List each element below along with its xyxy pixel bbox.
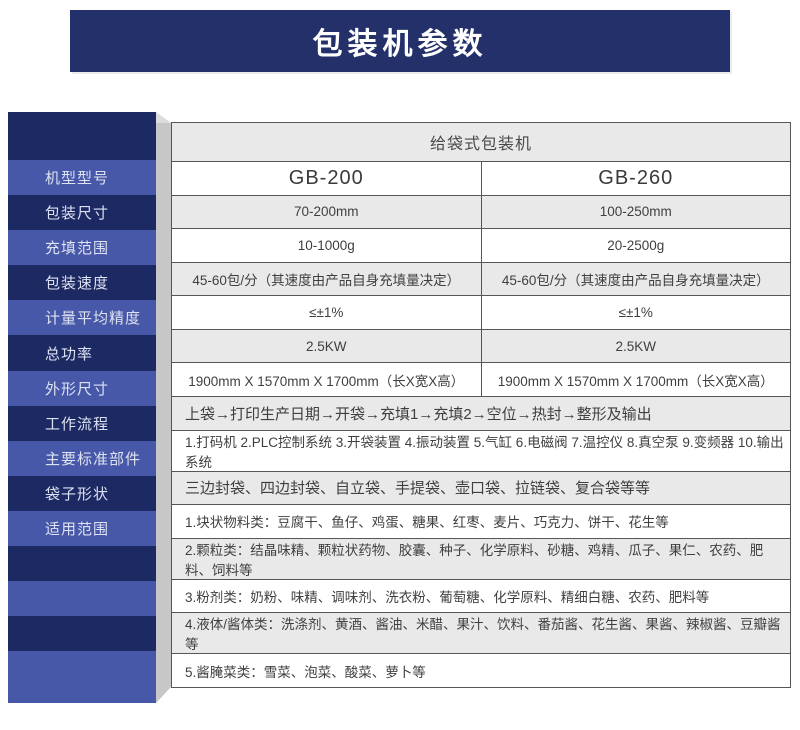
page-title-banner: 包装机参数 [70,10,730,72]
model-gb260-cell: GB-260 [598,166,674,189]
sidebar-item-filling-range: 充填范围 [8,230,156,266]
sidebar-spacer [8,581,156,617]
table-cell: 45-60包/分（其速度由产品自身充填量决定） [172,262,482,296]
sidebar-item-metering-accuracy: 计量平均精度 [8,300,156,336]
table-row-package-size: 70-200mm 100-250mm [172,195,790,230]
table-row-application-1: 1.块状物料类：豆腐干、鱼仔、鸡蛋、糖果、红枣、麦片、巧克力、饼干、花生等 [172,505,790,539]
sidebar-item-label: 主要标准部件 [45,450,142,468]
table-row-filling-range: 10-1000g 20-2500g [172,229,790,263]
table-row-dimensions: 1900mm X 1570mm X 1700mm（长X宽X高） 1900mm X… [172,363,790,398]
table-cell: 20-2500g [607,237,665,253]
table-title-row: 给袋式包装机 [172,123,790,162]
table-cell: 5.酱腌菜类：雪菜、泡菜、酸菜、萝卜等 [185,664,426,680]
sidebar-spacer-top [8,112,156,160]
sidebar-spacer [8,616,156,652]
sidebar-item-package-size: 包装尺寸 [8,195,156,231]
table-cell: 10-1000g [172,229,482,262]
table-cell: 100-250mm [599,204,672,220]
table-cell: 上袋→打印生产日期→开袋→充填1→充填2→空位→热封→整形及输出 [185,405,652,423]
table-cell: ≤±1% [172,296,482,329]
sidebar-item-label: 包装速度 [45,275,110,293]
sidebar-item-label: 工作流程 [45,415,110,433]
spec-table: 给袋式包装机 GB-200 GB-260 70-200mm 100-250mm … [171,122,791,688]
sidebar-item-dimensions: 外形尺寸 [8,370,156,406]
model-gb200-cell: GB-200 [172,162,482,195]
sidebar-item-workflow: 工作流程 [8,405,156,441]
table-cell: 4.液体/酱体类：洗涤剂、黄酒、酱油、米醋、果汁、饮料、番茄酱、花生酱、果酱、辣… [185,617,781,653]
table-row-bag-shapes: 三边封袋、四边封袋、自立袋、手提袋、壶口袋、拉链袋、复合袋等等 [172,471,790,506]
sidebar-item-packing-speed: 包装速度 [8,265,156,301]
sidebar-item-label: 包装尺寸 [45,205,110,223]
table-cell: 1900mm X 1570mm X 1700mm（长X宽X高） [497,373,774,389]
table-cell: 1900mm X 1570mm X 1700mm（长X宽X高） [172,363,482,397]
sidebar-item-bag-shapes: 袋子形状 [8,475,156,511]
table-row-application-3: 3.粉剂类：奶粉、味精、调味剂、洗衣粉、葡萄糖、化学原料、精细白糖、农药、肥料等 [172,579,790,614]
sidebar-item-label: 袋子形状 [45,485,110,503]
table-cell: 三边封袋、四边封袋、自立袋、手提袋、壶口袋、拉链袋、复合袋等等 [185,480,651,498]
table-cell: 45-60包/分（其速度由产品自身充填量决定） [501,273,770,289]
sidebar-item-label: 总功率 [45,345,94,363]
table-cell: 1.块状物料类：豆腐干、鱼仔、鸡蛋、糖果、红枣、麦片、巧克力、饼干、花生等 [185,515,669,531]
table-title: 给袋式包装机 [429,136,532,153]
sidebar-item-label: 充填范围 [45,240,110,258]
table-cell: 2.颗粒类：结晶味精、颗粒状药物、胶囊、种子、化学原料、砂糖、鸡精、瓜子、果仁、… [185,542,764,578]
sidebar-item-label: 外形尺寸 [45,380,110,398]
table-row-application-5: 5.酱腌菜类：雪菜、泡菜、酸菜、萝卜等 [172,654,790,687]
table-row-main-components: 1.打码机 2.PLC控制系统 3.开袋装置 4.振动装置 5.气缸 6.电磁阀… [172,430,790,472]
table-row-model: GB-200 GB-260 [172,162,790,196]
sidebar-item-application-scope: 适用范围 [8,510,156,547]
sidebar-item-main-components: 主要标准部件 [8,440,156,476]
page-title: 包装机参数 [312,28,488,61]
table-cell: 1.打码机 2.PLC控制系统 3.开袋装置 4.振动装置 5.气缸 6.电磁阀… [185,434,784,470]
table-row-metering-accuracy: ≤±1% ≤±1% [172,296,790,330]
sidebar-item-label: 计量平均精度 [45,310,142,328]
sidebar-spacer-bottom [8,651,156,703]
sidebar-item-label: 机型型号 [45,170,110,188]
fold-cut-top [156,112,171,123]
table-row-packing-speed: 45-60包/分（其速度由产品自身充填量决定） 45-60包/分（其速度由产品自… [172,262,790,297]
table-row-application-4: 4.液体/酱体类：洗涤剂、黄酒、酱油、米醋、果汁、饮料、番茄酱、花生酱、果酱、辣… [172,613,790,655]
sidebar-item-label: 适用范围 [45,520,110,538]
sidebar-spacer [8,546,156,582]
table-cell: 3.粉剂类：奶粉、味精、调味剂、洗衣粉、葡萄糖、化学原料、精细白糖、农药、肥料等 [185,590,710,606]
sidebar: 机型型号 包装尺寸 充填范围 包装速度 计量平均精度 总功率 外形尺寸 工作流程… [8,112,156,703]
table-row-application-2: 2.颗粒类：结晶味精、颗粒状药物、胶囊、种子、化学原料、砂糖、鸡精、瓜子、果仁、… [172,538,790,580]
table-cell: 2.5KW [615,338,656,354]
fold-cut-bottom [156,687,171,703]
sidebar-item-model-number: 机型型号 [8,160,156,196]
table-row-total-power: 2.5KW 2.5KW [172,329,790,364]
sidebar-item-total-power: 总功率 [8,335,156,371]
table-cell: 2.5KW [172,329,482,363]
table-cell: 70-200mm [172,195,482,229]
table-row-workflow: 上袋→打印生产日期→开袋→充填1→充填2→空位→热封→整形及输出 [172,397,790,431]
table-cell: ≤±1% [618,305,653,321]
sidebar-shadow-strip [156,112,171,703]
